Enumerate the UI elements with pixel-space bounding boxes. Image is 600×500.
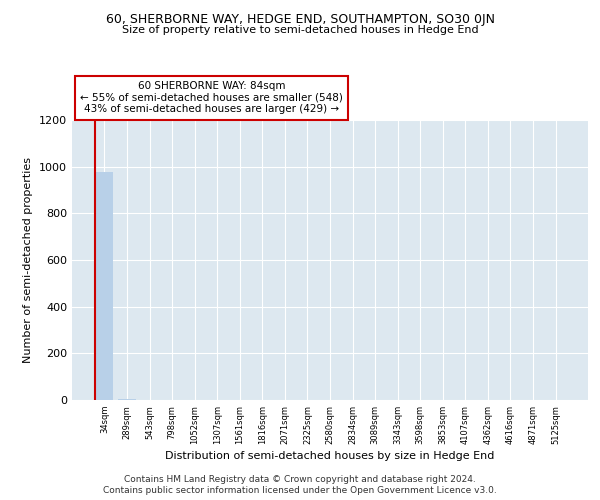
Text: 60 SHERBORNE WAY: 84sqm
← 55% of semi-detached houses are smaller (548)
43% of s: 60 SHERBORNE WAY: 84sqm ← 55% of semi-de…: [80, 81, 343, 114]
Text: Size of property relative to semi-detached houses in Hedge End: Size of property relative to semi-detach…: [122, 25, 478, 35]
Y-axis label: Number of semi-detached properties: Number of semi-detached properties: [23, 157, 34, 363]
Text: 60, SHERBORNE WAY, HEDGE END, SOUTHAMPTON, SO30 0JN: 60, SHERBORNE WAY, HEDGE END, SOUTHAMPTO…: [106, 12, 494, 26]
Text: Contains HM Land Registry data © Crown copyright and database right 2024.: Contains HM Land Registry data © Crown c…: [124, 475, 476, 484]
Text: Contains public sector information licensed under the Open Government Licence v3: Contains public sector information licen…: [103, 486, 497, 495]
Bar: [95, 172, 113, 400]
X-axis label: Distribution of semi-detached houses by size in Hedge End: Distribution of semi-detached houses by …: [166, 451, 494, 461]
